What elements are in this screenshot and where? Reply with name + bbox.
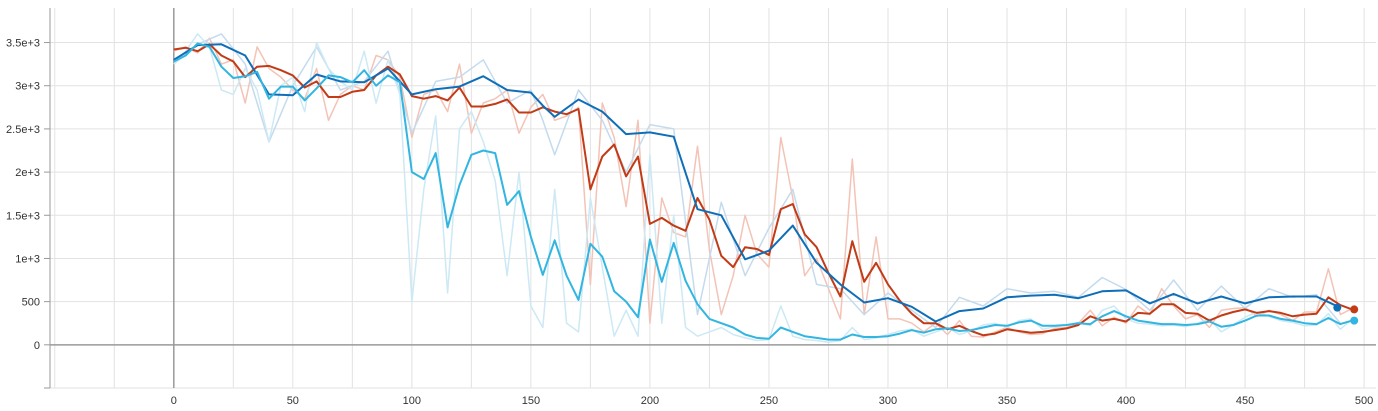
- series-end-marker-2: [1333, 303, 1342, 312]
- raw-series-line-2: [173, 33, 1341, 329]
- x-tick-label: 0: [171, 395, 177, 407]
- y-tick-label: 2.5e+3: [6, 124, 40, 136]
- grid-lines: [50, 8, 1376, 389]
- x-tick-label: 500: [1355, 395, 1373, 407]
- x-tick-label: 50: [287, 395, 299, 407]
- x-tick-label: 100: [403, 395, 421, 407]
- x-axis-tick-labels: 0 50 100 150 200 250 300 350 400 450 500: [171, 395, 1374, 407]
- series-line-2: [173, 43, 1341, 323]
- raw-series-line-3: [173, 33, 1353, 343]
- x-tick-label: 300: [879, 395, 897, 407]
- y-tick-label: 1e+3: [15, 253, 40, 265]
- series-end-marker-3: [1350, 316, 1359, 325]
- y-tick-label: 3e+3: [15, 81, 40, 93]
- x-tick-label: 400: [1117, 395, 1135, 407]
- y-tick-label: 1.5e+3: [6, 210, 40, 222]
- axes: [44, 8, 1376, 389]
- x-tick-label: 350: [998, 395, 1016, 407]
- series-end-marker-1: [1350, 305, 1359, 314]
- series-line-3: [173, 42, 1353, 341]
- x-tick-label: 150: [522, 395, 540, 407]
- smoothed-series-lines: [173, 42, 1353, 341]
- raw-series-lines: [173, 33, 1353, 343]
- series-end-markers: [1333, 303, 1359, 325]
- x-tick-label: 450: [1236, 395, 1254, 407]
- raw-series-line-1: [173, 37, 1353, 338]
- y-axis-tick-labels: 3.5e+3 3e+3 2.5e+3 2e+3 1.5e+3 1e+3 500 0: [6, 38, 40, 352]
- y-tick-label: 0: [34, 340, 40, 352]
- y-tick-label: 3.5e+3: [6, 38, 40, 50]
- y-tick-label: 2e+3: [15, 167, 40, 179]
- y-tick-label: 500: [22, 297, 40, 309]
- x-tick-label: 200: [641, 395, 659, 407]
- x-tick-label: 250: [760, 395, 778, 407]
